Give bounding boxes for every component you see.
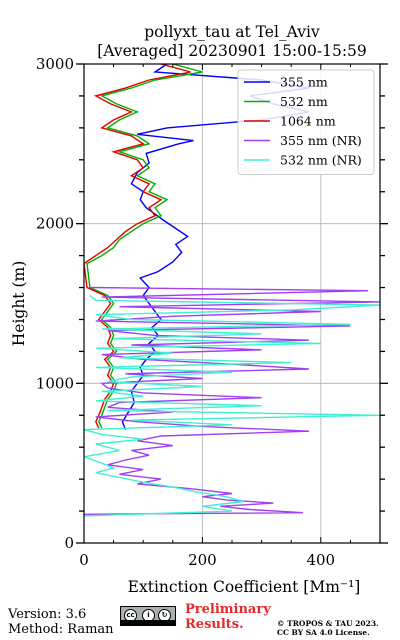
copyright-notice: © TROPOS & TAU 2023. CC BY SA 4.0 Licens… bbox=[277, 619, 379, 637]
series-line-2 bbox=[84, 64, 191, 429]
cc-by-sa-icon: cc i ↻ bbox=[120, 606, 176, 626]
series-line-4 bbox=[84, 294, 380, 517]
x-tick-label: 200 bbox=[188, 551, 217, 569]
y-axis-label: Height (m) bbox=[10, 261, 28, 347]
copyright-line2: CC BY SA 4.0 License. bbox=[277, 628, 370, 637]
series-line-1 bbox=[86, 64, 203, 429]
series-line-0 bbox=[121, 64, 310, 430]
preliminary-line1: Preliminary bbox=[185, 602, 271, 617]
x-tick-label: 400 bbox=[306, 551, 335, 569]
axes: 0 200 400 0 1000 2000 3000 Extinction Coefficie… bbox=[10, 55, 388, 596]
legend-box bbox=[237, 69, 375, 175]
x-axis-label: Extinction Coefficient [Mm⁻¹] bbox=[128, 578, 361, 596]
y-tick-label: 0 bbox=[64, 534, 74, 552]
legend-label: 355 nm (NR) bbox=[280, 133, 362, 148]
legend-label: 532 nm (NR) bbox=[280, 153, 362, 168]
version-label: Version: 3.6 bbox=[8, 607, 87, 622]
chart-title-line2: [Averaged] 20230901 15:00-15:59 bbox=[97, 42, 367, 60]
copyright-line1: © TROPOS & TAU 2023. bbox=[277, 619, 379, 628]
method-label: Method: Raman bbox=[8, 622, 114, 637]
legend-label: 532 nm bbox=[280, 94, 328, 109]
preliminary-notice: Preliminary Results. bbox=[185, 602, 271, 632]
legend: 355 nm 532 nm 1064 nm 355 nm (NR) 532 nm (NR… bbox=[237, 69, 375, 175]
y-tick-label: 3000 bbox=[36, 55, 74, 73]
legend-label: 1064 nm bbox=[280, 114, 336, 129]
preliminary-line2: Results. bbox=[185, 617, 244, 632]
y-tick-label: 2000 bbox=[36, 215, 74, 233]
chart-title-line1: pollyxt_tau at Tel_Aviv bbox=[144, 23, 320, 41]
legend-label: 355 nm bbox=[280, 75, 328, 90]
series-lines bbox=[84, 64, 380, 517]
x-tick-label: 0 bbox=[79, 551, 89, 569]
y-tick-label: 1000 bbox=[36, 374, 74, 392]
